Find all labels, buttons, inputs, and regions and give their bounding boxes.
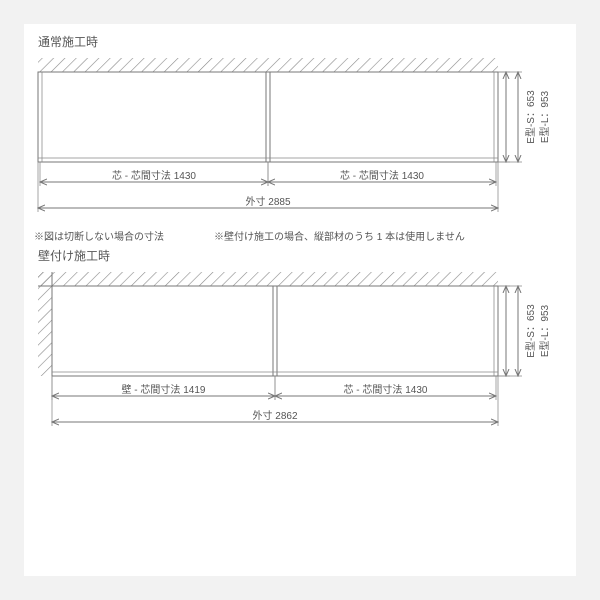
svg-text:※壁付け施工の場合、縦部材のうち 1 本は使用しません: ※壁付け施工の場合、縦部材のうち 1 本は使用しません xyxy=(214,230,465,243)
svg-text:芯 - 芯間寸法 1430: 芯 - 芯間寸法 1430 xyxy=(112,169,196,182)
svg-text:外寸 2862: 外寸 2862 xyxy=(252,409,297,422)
svg-text:E型-L：953: E型-L：953 xyxy=(538,90,551,143)
svg-text:壁付け施工時: 壁付け施工時 xyxy=(38,248,110,263)
svg-text:芯 - 芯間寸法 1430: 芯 - 芯間寸法 1430 xyxy=(344,383,428,396)
page: { "colors": { "page_bg": "#f2f2f2", "pap… xyxy=(0,0,600,600)
svg-text:芯 - 芯間寸法 1430: 芯 - 芯間寸法 1430 xyxy=(340,169,424,182)
svg-text:壁 - 芯間寸法 1419: 壁 - 芯間寸法 1419 xyxy=(122,383,206,396)
drawing-area: { "colors": { "page_bg": "#f2f2f2", "pap… xyxy=(24,24,576,576)
svg-text:E型-L：953: E型-L：953 xyxy=(538,304,551,357)
svg-text:外寸 2885: 外寸 2885 xyxy=(245,195,290,208)
svg-text:※図は切断しない場合の寸法: ※図は切断しない場合の寸法 xyxy=(34,230,164,243)
svg-text:E型-S：653: E型-S：653 xyxy=(524,304,537,358)
svg-text:通常施工時: 通常施工時 xyxy=(38,35,98,49)
svg-text:E型-S：653: E型-S：653 xyxy=(524,90,537,144)
technical-drawing: 通常施工時芯 - 芯間寸法 1430 芯 - 芯間寸法 1430 外寸 2885 E型… xyxy=(34,32,566,568)
